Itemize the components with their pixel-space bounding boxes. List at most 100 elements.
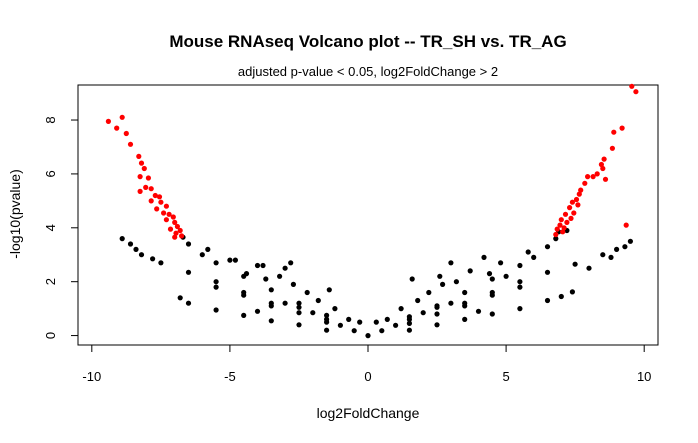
data-point [448, 260, 454, 266]
x-tick-label: 0 [364, 369, 371, 384]
significant-data-point [136, 153, 142, 159]
significant-data-point [154, 206, 160, 212]
non-significant-points [119, 227, 634, 339]
chart-subtitle: adjusted p-value < 0.05, log2FoldChange … [238, 64, 498, 79]
significant-data-point [170, 214, 176, 220]
data-point [481, 254, 487, 260]
data-point [119, 236, 125, 242]
data-point [282, 300, 288, 306]
significant-data-point [582, 180, 588, 186]
x-tick-label: 10 [637, 369, 651, 384]
data-point [553, 236, 559, 242]
data-point [415, 297, 421, 304]
data-point [227, 257, 233, 263]
data-point [544, 244, 551, 250]
data-point [622, 244, 628, 250]
significant-data-point [567, 205, 573, 211]
data-point [185, 300, 192, 306]
data-point [282, 265, 288, 271]
significant-data-point [575, 202, 581, 208]
significant-data-point [177, 227, 183, 234]
data-point [398, 306, 404, 312]
data-point [268, 318, 274, 324]
data-point [296, 300, 302, 306]
significant-data-point [576, 191, 582, 197]
data-point [600, 252, 606, 258]
data-point [440, 281, 446, 287]
significant-data-point [143, 184, 149, 190]
data-point [379, 328, 385, 334]
significant-data-point [163, 217, 169, 223]
significant-data-point [562, 211, 569, 217]
data-point [241, 289, 247, 296]
data-point [627, 238, 634, 244]
x-axis-label: log2FoldChange [317, 405, 420, 421]
significant-data-point [166, 211, 172, 217]
significant-data-point [602, 176, 609, 182]
significant-data-point [598, 161, 605, 168]
data-point [426, 289, 432, 296]
significant-data-point [127, 141, 134, 147]
significant-data-point [173, 230, 179, 236]
significant-data-point [619, 125, 625, 131]
data-point [304, 289, 310, 296]
data-points [105, 83, 639, 339]
significant-data-point [148, 198, 154, 204]
data-point [268, 300, 274, 306]
significant-data-point [633, 89, 639, 95]
significant-data-point [623, 222, 629, 228]
data-point [489, 276, 495, 282]
data-point [384, 316, 390, 322]
data-point [205, 246, 211, 252]
data-point [462, 289, 468, 296]
data-point [365, 333, 371, 339]
significant-data-point [609, 145, 616, 151]
data-point [324, 319, 330, 325]
significant-data-point [119, 114, 125, 120]
significant-data-point [161, 210, 167, 216]
data-point [406, 314, 412, 320]
data-point [213, 279, 219, 285]
data-point [150, 256, 156, 262]
data-point [462, 316, 468, 322]
significant-data-point [590, 174, 596, 180]
data-point [185, 269, 192, 275]
data-point [177, 295, 183, 301]
data-point [614, 246, 620, 252]
significant-data-point [578, 187, 584, 193]
data-point [467, 268, 473, 274]
data-point [409, 276, 415, 282]
data-point [608, 254, 614, 260]
significant-data-point [123, 130, 129, 137]
y-axis-label: -log10(pvalue) [7, 169, 23, 259]
data-point [448, 300, 454, 306]
data-point [213, 307, 219, 313]
data-point [434, 303, 440, 309]
data-point [569, 289, 576, 295]
significant-data-point [158, 199, 164, 205]
significant-data-point [137, 174, 143, 180]
significant-data-point [558, 217, 564, 223]
significant-data-point [179, 233, 185, 239]
data-point [434, 311, 440, 317]
significant-data-point [629, 83, 635, 89]
significant-data-point [561, 225, 567, 231]
data-point [489, 311, 495, 317]
data-point [315, 297, 321, 304]
significant-data-point [573, 196, 580, 203]
significant-points [105, 83, 639, 240]
x-tick-label: -10 [82, 369, 101, 384]
data-point [263, 276, 269, 282]
significant-data-point [172, 219, 178, 225]
data-point [332, 306, 338, 312]
data-point [346, 316, 352, 322]
significant-data-point [148, 186, 154, 192]
data-point [498, 260, 504, 266]
y-tick-label: 8 [43, 116, 58, 123]
data-point [406, 327, 412, 333]
y-tick-label: 2 [43, 278, 58, 285]
data-point [213, 260, 219, 266]
data-point [260, 262, 266, 269]
